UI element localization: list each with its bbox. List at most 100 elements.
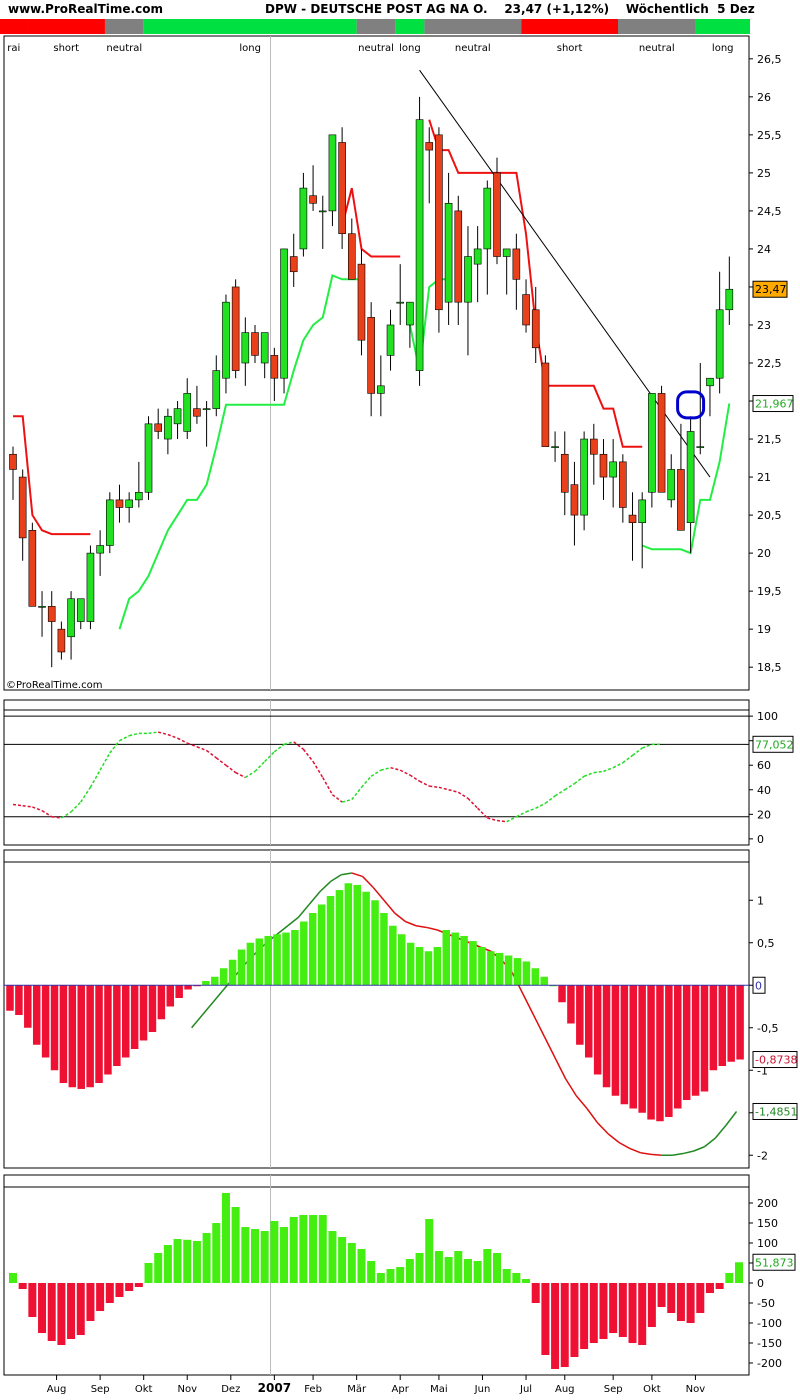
regime-label: neutral <box>358 43 394 54</box>
osc-segment <box>544 795 556 804</box>
macd-tick-label: 0,5 <box>757 937 775 950</box>
macd-bar <box>531 968 540 986</box>
time-axis: Aug Sep Okt Nov Dez 2007 Feb Mär Apr Mai Jun Jul Aug… <box>47 1375 705 1395</box>
macd-bar <box>495 952 504 986</box>
osc-bar <box>192 1241 201 1283</box>
osc-segment <box>535 802 546 809</box>
candle-body <box>222 301 230 379</box>
osc-bar <box>28 1283 37 1317</box>
candle-body <box>657 393 666 493</box>
x-tick-label: Sep <box>91 1384 110 1395</box>
macd-bar <box>460 935 468 986</box>
candle-body <box>444 203 453 303</box>
macd-bar <box>255 938 264 986</box>
macd-bar <box>353 884 361 986</box>
osc-bar <box>609 1283 618 1333</box>
macd-hist-box <box>752 1051 798 1069</box>
macd-bar <box>246 942 255 986</box>
macd-zero-box <box>752 976 766 994</box>
x-tick-label: Jul <box>519 1384 532 1395</box>
candle-body <box>464 256 472 303</box>
osc-segment <box>89 769 101 788</box>
osc-segment <box>322 777 334 796</box>
regime-segment <box>695 19 750 34</box>
candle-body <box>280 248 288 379</box>
macd-bar <box>424 951 433 986</box>
macd-line-label: -1,4851 <box>755 1105 797 1118</box>
macd-signal-segment <box>693 1146 705 1152</box>
candle-body <box>531 309 540 349</box>
macd-bar <box>709 985 718 1071</box>
osc-bar <box>551 1283 560 1369</box>
osc-bar <box>367 1261 376 1283</box>
macd-signal-segment <box>704 1137 716 1148</box>
x-tick-label: Mai <box>430 1384 448 1395</box>
macd-signal-segment <box>212 989 225 1003</box>
macd-bar <box>211 976 219 986</box>
osc-bar <box>221 1193 230 1283</box>
candle-body <box>696 446 705 448</box>
macd-signal-segment <box>672 1152 684 1156</box>
macd-bar <box>335 890 344 986</box>
osc-bar <box>686 1283 695 1323</box>
macd-bar <box>584 985 593 1058</box>
osc-segment <box>351 786 363 801</box>
osc-segment <box>302 748 314 763</box>
macd-bar <box>487 951 495 986</box>
osc-segment <box>341 798 352 803</box>
osc-bar <box>531 1283 540 1303</box>
macd-bar <box>656 985 664 1122</box>
x-tick-label: Sep <box>604 1384 623 1395</box>
macd-signal-segment <box>554 1057 567 1080</box>
osc-segment <box>22 804 33 808</box>
regime-segment <box>618 19 696 34</box>
regime-label: neutral <box>106 43 142 54</box>
candle-body <box>493 172 501 257</box>
macd-bar <box>300 921 308 986</box>
macd-bar <box>273 934 281 986</box>
osc-bar <box>154 1253 163 1283</box>
candle-body <box>67 598 75 638</box>
osc-segment <box>41 810 53 818</box>
osc-bar <box>541 1283 550 1355</box>
macd-bar <box>6 985 14 1011</box>
osc-bar <box>212 1223 221 1283</box>
regime-segment <box>143 19 357 34</box>
macd-bar <box>202 981 210 986</box>
osc-bar <box>580 1283 589 1349</box>
macd-bar <box>700 985 709 1092</box>
osc-segment <box>80 786 92 803</box>
candle-body <box>638 499 647 523</box>
candle-body <box>96 545 104 554</box>
osc-bar <box>473 1261 482 1283</box>
regime-segment <box>521 19 618 34</box>
candle-body <box>154 423 162 432</box>
macd-bar <box>175 985 183 998</box>
macd-signal-segment <box>191 1014 203 1029</box>
osc-bar <box>105 1283 114 1303</box>
osc-bar <box>405 1259 414 1283</box>
osc-segment <box>573 775 585 785</box>
osc-segment <box>496 819 507 823</box>
macd-bar <box>682 985 691 1100</box>
osc-bar <box>231 1207 240 1283</box>
macd-signal-segment <box>682 1150 694 1155</box>
osc-bar <box>47 1283 56 1341</box>
osc-segment <box>380 766 391 771</box>
osc-segment <box>477 807 488 819</box>
osc-segment <box>206 749 217 759</box>
osc-segment <box>516 811 527 818</box>
candle-body <box>76 598 85 622</box>
candle-body <box>183 393 192 432</box>
macd-bar <box>59 985 68 1083</box>
candle-body <box>706 377 714 387</box>
candle-body <box>686 431 695 523</box>
macd-bar <box>576 985 584 1045</box>
candle-body <box>628 514 637 523</box>
price-tick-label: 18,5 <box>757 661 782 674</box>
price-tick-label: 22,5 <box>757 357 782 370</box>
osc-bar <box>434 1251 443 1283</box>
site-url[interactable]: www.ProRealTime.com <box>8 2 163 16</box>
regime-label: long <box>712 43 734 54</box>
macd-signal-segment <box>543 1035 556 1058</box>
